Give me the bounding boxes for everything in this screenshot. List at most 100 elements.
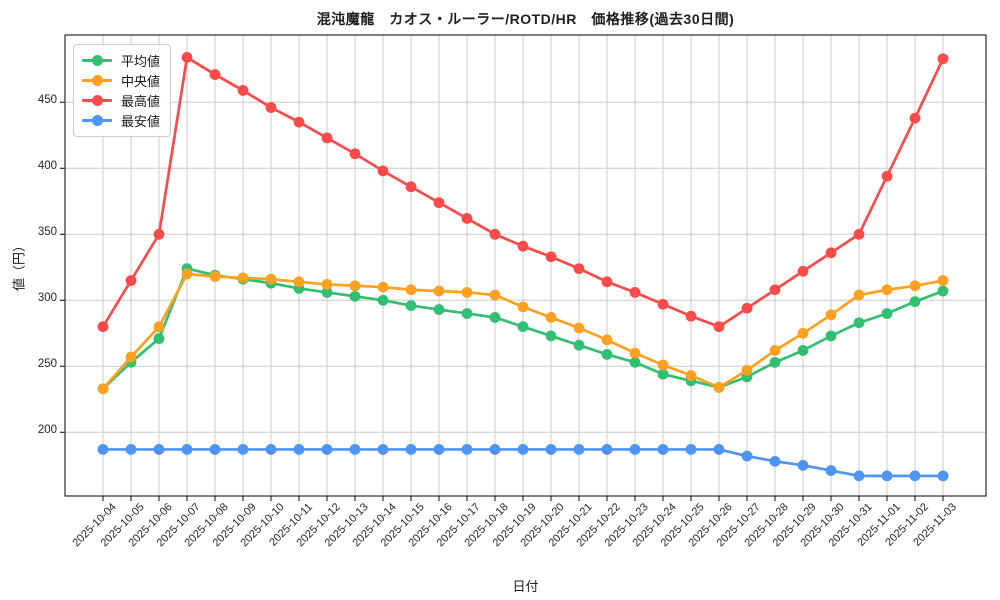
data-point-average [349, 290, 361, 302]
data-point-highest [97, 321, 109, 333]
data-point-median [237, 272, 249, 284]
data-point-average [853, 317, 865, 329]
data-point-median [685, 370, 697, 381]
data-point-lowest [321, 444, 333, 455]
data-point-average [909, 296, 921, 308]
data-point-highest [601, 276, 613, 288]
legend-item-average: 平均値 [82, 52, 160, 69]
data-point-highest [937, 53, 949, 65]
data-point-lowest [573, 444, 585, 455]
data-point-lowest [853, 470, 865, 482]
legend-label: 最高値 [121, 94, 161, 109]
legend-marker-icon [82, 55, 112, 67]
data-point-lowest [825, 465, 837, 476]
data-point-average [629, 356, 641, 368]
data-point-median [321, 279, 333, 290]
data-point-lowest [433, 444, 445, 455]
data-point-lowest [685, 444, 697, 455]
data-point-median [825, 309, 837, 321]
data-point-highest [433, 197, 445, 209]
data-point-lowest [405, 444, 417, 455]
data-point-lowest [153, 444, 165, 455]
data-point-highest [125, 275, 137, 286]
legend-dot [92, 75, 103, 86]
data-point-highest [377, 165, 389, 177]
legend-label: 最安値 [121, 114, 161, 129]
legend-item-highest: 最高値 [82, 92, 160, 109]
data-point-highest [321, 132, 333, 144]
data-point-highest [265, 102, 277, 113]
data-point-highest [685, 310, 697, 322]
data-point-median [153, 321, 165, 333]
data-point-median [881, 284, 893, 296]
data-point-highest [349, 148, 361, 160]
y-axis-title: 値（円） [11, 238, 27, 292]
data-point-lowest [489, 444, 501, 455]
data-point-average [405, 300, 417, 311]
data-point-lowest [461, 444, 473, 455]
data-point-highest [629, 286, 641, 298]
data-point-average [377, 294, 389, 306]
data-point-highest [237, 85, 249, 96]
data-point-median [349, 280, 361, 292]
data-point-average [489, 312, 501, 323]
data-point-average [153, 333, 165, 344]
data-point-median [293, 276, 305, 288]
data-point-median [461, 286, 473, 298]
data-point-average [657, 368, 669, 380]
data-point-average [517, 321, 529, 333]
plot-border [64, 34, 987, 497]
data-point-highest [181, 52, 193, 63]
data-point-median [545, 312, 557, 323]
data-point-lowest [125, 444, 137, 455]
data-point-highest [573, 263, 585, 275]
data-point-median [265, 273, 277, 285]
x-axis-title: 日付 [512, 579, 539, 594]
data-point-median [517, 301, 529, 313]
data-point-median [797, 327, 809, 339]
data-point-median [713, 382, 725, 393]
y-tick-label: 200 [37, 424, 57, 437]
data-point-median [909, 280, 921, 292]
data-point-highest [293, 116, 305, 128]
legend-dot [92, 55, 103, 66]
data-point-median [405, 284, 417, 296]
legend-label: 平均値 [121, 54, 161, 69]
data-point-average [601, 349, 613, 360]
data-point-lowest [937, 470, 949, 482]
data-point-highest [741, 302, 753, 314]
data-point-highest [881, 170, 893, 182]
data-point-median [937, 275, 949, 286]
data-point-median [769, 345, 781, 356]
y-tick-label: 450 [37, 94, 57, 107]
legend-marker-icon [82, 115, 112, 127]
legend-marker-icon [82, 95, 112, 107]
legend: 平均値中央値最高値最安値 [73, 44, 172, 137]
data-point-median [181, 268, 193, 280]
legend-label: 中央値 [121, 74, 161, 89]
data-point-median [97, 383, 109, 395]
data-point-lowest [741, 450, 753, 462]
data-point-average [881, 308, 893, 319]
data-point-lowest [657, 444, 669, 455]
data-point-median [657, 359, 669, 371]
data-point-lowest [237, 444, 249, 455]
data-point-lowest [601, 444, 613, 455]
data-point-highest [153, 228, 165, 240]
data-point-average [461, 308, 473, 319]
data-point-highest [657, 298, 669, 310]
data-point-highest [825, 247, 837, 259]
data-point-average [573, 339, 585, 351]
data-point-lowest [293, 444, 305, 455]
data-point-average [321, 286, 333, 298]
y-tick-label: 350 [37, 226, 57, 239]
data-point-average [545, 330, 557, 342]
data-point-median [853, 289, 865, 301]
data-point-average [769, 356, 781, 368]
data-point-median [489, 289, 501, 301]
data-point-highest [797, 265, 809, 277]
data-point-median [377, 281, 389, 293]
data-point-lowest [713, 444, 725, 455]
